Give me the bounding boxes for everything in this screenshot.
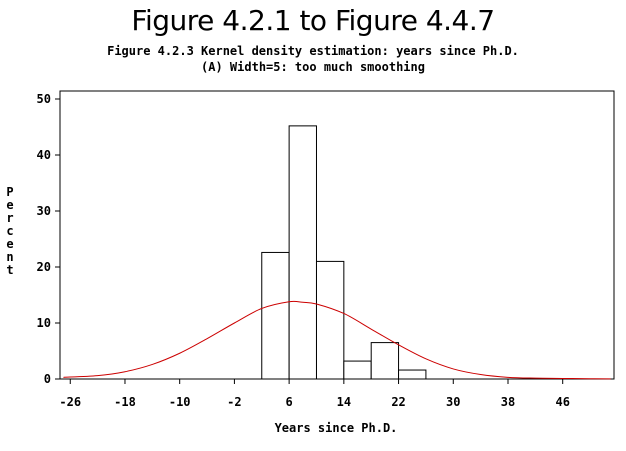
histogram-bar xyxy=(315,260,345,380)
histogram-bar xyxy=(343,360,372,380)
x-tick-label: 14 xyxy=(337,395,351,409)
x-tick-label: 38 xyxy=(501,395,515,409)
y-axis-label-letter: n xyxy=(6,250,13,264)
histogram-bar xyxy=(398,369,427,380)
x-tick-label: -18 xyxy=(114,395,136,409)
chart-title: Figure 4.2.3 Kernel density estimation: … xyxy=(107,44,519,58)
y-tick-label: 0 xyxy=(44,372,51,386)
figure-main-title: Figure 4.2.1 to Figure 4.4.7 xyxy=(131,4,495,37)
x-tick-label: 46 xyxy=(555,395,569,409)
x-tick-label: 6 xyxy=(286,395,293,409)
x-axis: -26 -18 -10 -2 6 14 22 30 38 46 xyxy=(59,379,570,409)
histogram-bar xyxy=(261,251,290,380)
y-tick-label: 50 xyxy=(37,92,51,106)
x-axis-label: Years since Ph.D. xyxy=(275,421,398,435)
density-curve xyxy=(63,300,611,380)
y-axis-label-letter: t xyxy=(6,263,13,277)
y-axis-label-letter: e xyxy=(6,198,13,212)
histogram-bar xyxy=(370,342,400,380)
histogram-bars xyxy=(261,125,427,380)
x-tick-label: 22 xyxy=(391,395,405,409)
x-tick-label: -10 xyxy=(169,395,191,409)
y-axis-label-letter: r xyxy=(6,211,13,225)
y-tick-label: 10 xyxy=(37,316,51,330)
y-axis-label-letter: P xyxy=(6,185,13,199)
y-axis-label-letter: e xyxy=(6,237,13,251)
y-axis: 0 10 20 30 40 50 xyxy=(37,92,60,386)
histogram-bar xyxy=(288,125,317,380)
x-tick-label: -26 xyxy=(59,395,81,409)
y-axis-label-letter: c xyxy=(6,224,13,238)
y-tick-label: 40 xyxy=(37,148,51,162)
x-tick-label: -2 xyxy=(227,395,241,409)
y-tick-label: 30 xyxy=(37,204,51,218)
chart-subtitle: (A) Width=5: too much smoothing xyxy=(201,60,425,74)
y-tick-label: 20 xyxy=(37,260,51,274)
x-tick-label: 30 xyxy=(446,395,460,409)
